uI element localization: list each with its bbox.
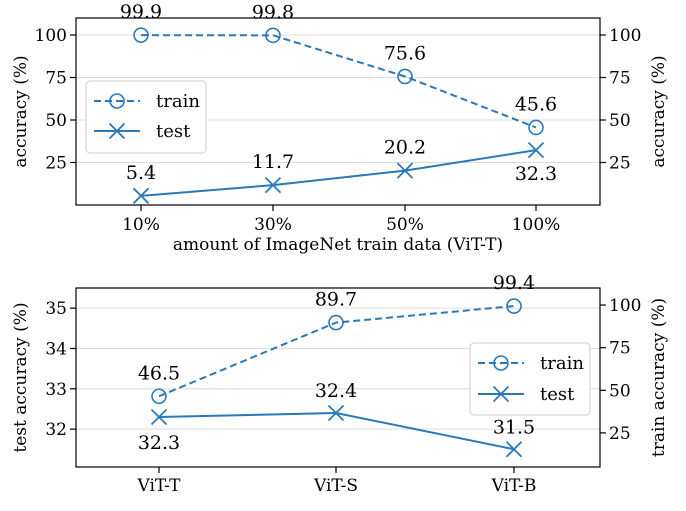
train-data-label: 75.6 bbox=[384, 42, 426, 64]
y-tick-label-left: 35 bbox=[45, 299, 67, 319]
bottom-series bbox=[150, 298, 523, 458]
y-tick-label-right: 75 bbox=[609, 69, 631, 89]
y-tick-label-left: 25 bbox=[45, 154, 67, 174]
x-tick-label: 50% bbox=[386, 215, 424, 235]
x-tick-label: 30% bbox=[254, 215, 292, 235]
bottom-ticks: 32 33 34 35 25 50 75 100 ViT-T ViT-S ViT-B bbox=[45, 296, 641, 496]
top-chart: 25 50 75 100 25 50 75 100 10% 30% 50% 100% 99.9 99.8… bbox=[11, 1, 669, 255]
y-tick-label-left: 33 bbox=[45, 380, 67, 400]
top-axes-frame bbox=[75, 17, 601, 206]
x-stroke bbox=[264, 176, 282, 194]
bottom-data-labels: 46.5 89.7 99.4 32.3 32.4 31.5 bbox=[138, 272, 535, 454]
train-data-label: 46.5 bbox=[138, 362, 180, 384]
y-tick-label-left: 32 bbox=[45, 420, 67, 440]
top-legend-train-label: train bbox=[156, 91, 200, 112]
y-tick-label-right: 75 bbox=[609, 339, 631, 359]
x-stroke bbox=[492, 385, 510, 403]
y-tick-label-right: 25 bbox=[609, 154, 631, 174]
top-legend-train-swatch bbox=[94, 93, 140, 109]
top-x-axis-label: amount of ImageNet train data (ViT-T) bbox=[173, 235, 503, 255]
test-point bbox=[150, 408, 168, 426]
x-tick-label: 100% bbox=[512, 215, 561, 235]
x-stroke bbox=[150, 408, 168, 426]
y-tick-label-right: 50 bbox=[609, 111, 631, 131]
train-data-label: 99.8 bbox=[252, 1, 294, 23]
top-legend: train test bbox=[85, 80, 207, 154]
test-data-label: 32.3 bbox=[515, 163, 557, 185]
legend-train-marker bbox=[493, 355, 509, 371]
top-legend-test-label: test bbox=[156, 121, 191, 142]
test-line bbox=[140, 149, 537, 197]
bottom-legend-test-swatch bbox=[478, 385, 524, 403]
test-data-label: 20.2 bbox=[384, 137, 426, 159]
bottom-legend-train-swatch bbox=[478, 355, 524, 371]
test-point bbox=[396, 162, 414, 179]
bottom-legend-test-label: test bbox=[540, 384, 575, 405]
test-point bbox=[132, 187, 150, 204]
top-data-labels: 99.9 99.8 75.6 45.6 5.4 11.7 20.2 32.3 bbox=[120, 1, 557, 185]
test-point bbox=[505, 441, 523, 458]
bottom-legend: train test bbox=[469, 342, 591, 416]
train-point bbox=[265, 27, 281, 44]
train-line bbox=[158, 305, 515, 398]
y-tick-label-right: 100 bbox=[609, 296, 641, 316]
bottom-right-y-axis-label: train accuracy (%) bbox=[649, 298, 669, 457]
bottom-axes-frame bbox=[75, 287, 601, 468]
test-point bbox=[527, 141, 545, 159]
x-tick-label: ViT-B bbox=[491, 476, 537, 496]
bottom-legend-box bbox=[469, 342, 591, 416]
train-line bbox=[140, 34, 537, 129]
top-right-y-axis-label: accuracy (%) bbox=[649, 55, 669, 167]
y-tick-label-right: 25 bbox=[609, 424, 631, 444]
y-tick-label-right: 50 bbox=[609, 381, 631, 401]
y-tick-label-left: 100 bbox=[35, 26, 67, 46]
train-data-label: 89.7 bbox=[315, 289, 357, 311]
y-tick-label-left: 34 bbox=[45, 339, 67, 359]
x-stroke bbox=[505, 441, 523, 458]
test-data-label: 32.3 bbox=[138, 432, 180, 454]
test-data-label: 11.7 bbox=[252, 151, 294, 173]
test-data-label: 31.5 bbox=[493, 416, 535, 438]
x-stroke bbox=[396, 162, 414, 179]
bottom-left-y-axis-label: test accuracy (%) bbox=[11, 302, 31, 452]
x-tick-label: ViT-T bbox=[136, 476, 181, 496]
train-point bbox=[397, 68, 413, 85]
test-line bbox=[158, 411, 515, 451]
y-tick-label-right: 100 bbox=[609, 26, 641, 46]
test-data-label: 32.4 bbox=[315, 380, 357, 402]
legend-test-marker bbox=[108, 122, 126, 140]
top-ticks: 25 50 75 100 25 50 75 100 10% 30% 50% 100% bbox=[35, 26, 642, 235]
x-stroke bbox=[108, 122, 126, 140]
train-point bbox=[506, 298, 522, 314]
x-stroke bbox=[132, 187, 150, 204]
train-point bbox=[133, 27, 149, 43]
legend-test-marker bbox=[492, 385, 510, 403]
x-stroke bbox=[327, 404, 345, 422]
test-point bbox=[264, 176, 282, 194]
test-point bbox=[327, 404, 345, 422]
y-tick-label-left: 50 bbox=[45, 111, 67, 131]
y-tick-label-left: 75 bbox=[45, 69, 67, 89]
train-data-label: 99.4 bbox=[493, 272, 535, 294]
top-legend-test-swatch bbox=[94, 122, 140, 140]
train-point bbox=[528, 119, 544, 136]
top-series bbox=[132, 27, 545, 204]
train-point bbox=[328, 314, 344, 331]
top-left-y-axis-label: accuracy (%) bbox=[11, 55, 31, 167]
bottom-legend-train-label: train bbox=[540, 353, 584, 374]
bottom-chart: 32 33 34 35 25 50 75 100 ViT-T ViT-S ViT-B 46.5 89.… bbox=[11, 272, 669, 496]
test-data-label: 5.4 bbox=[126, 162, 156, 184]
legend-train-marker bbox=[109, 93, 125, 109]
train-data-label: 45.6 bbox=[515, 93, 557, 115]
train-point bbox=[151, 388, 167, 405]
train-data-label: 99.9 bbox=[120, 1, 162, 23]
x-stroke bbox=[527, 141, 545, 159]
top-legend-box bbox=[85, 80, 207, 154]
x-tick-label: 10% bbox=[122, 215, 160, 235]
x-tick-label: ViT-S bbox=[313, 476, 358, 496]
